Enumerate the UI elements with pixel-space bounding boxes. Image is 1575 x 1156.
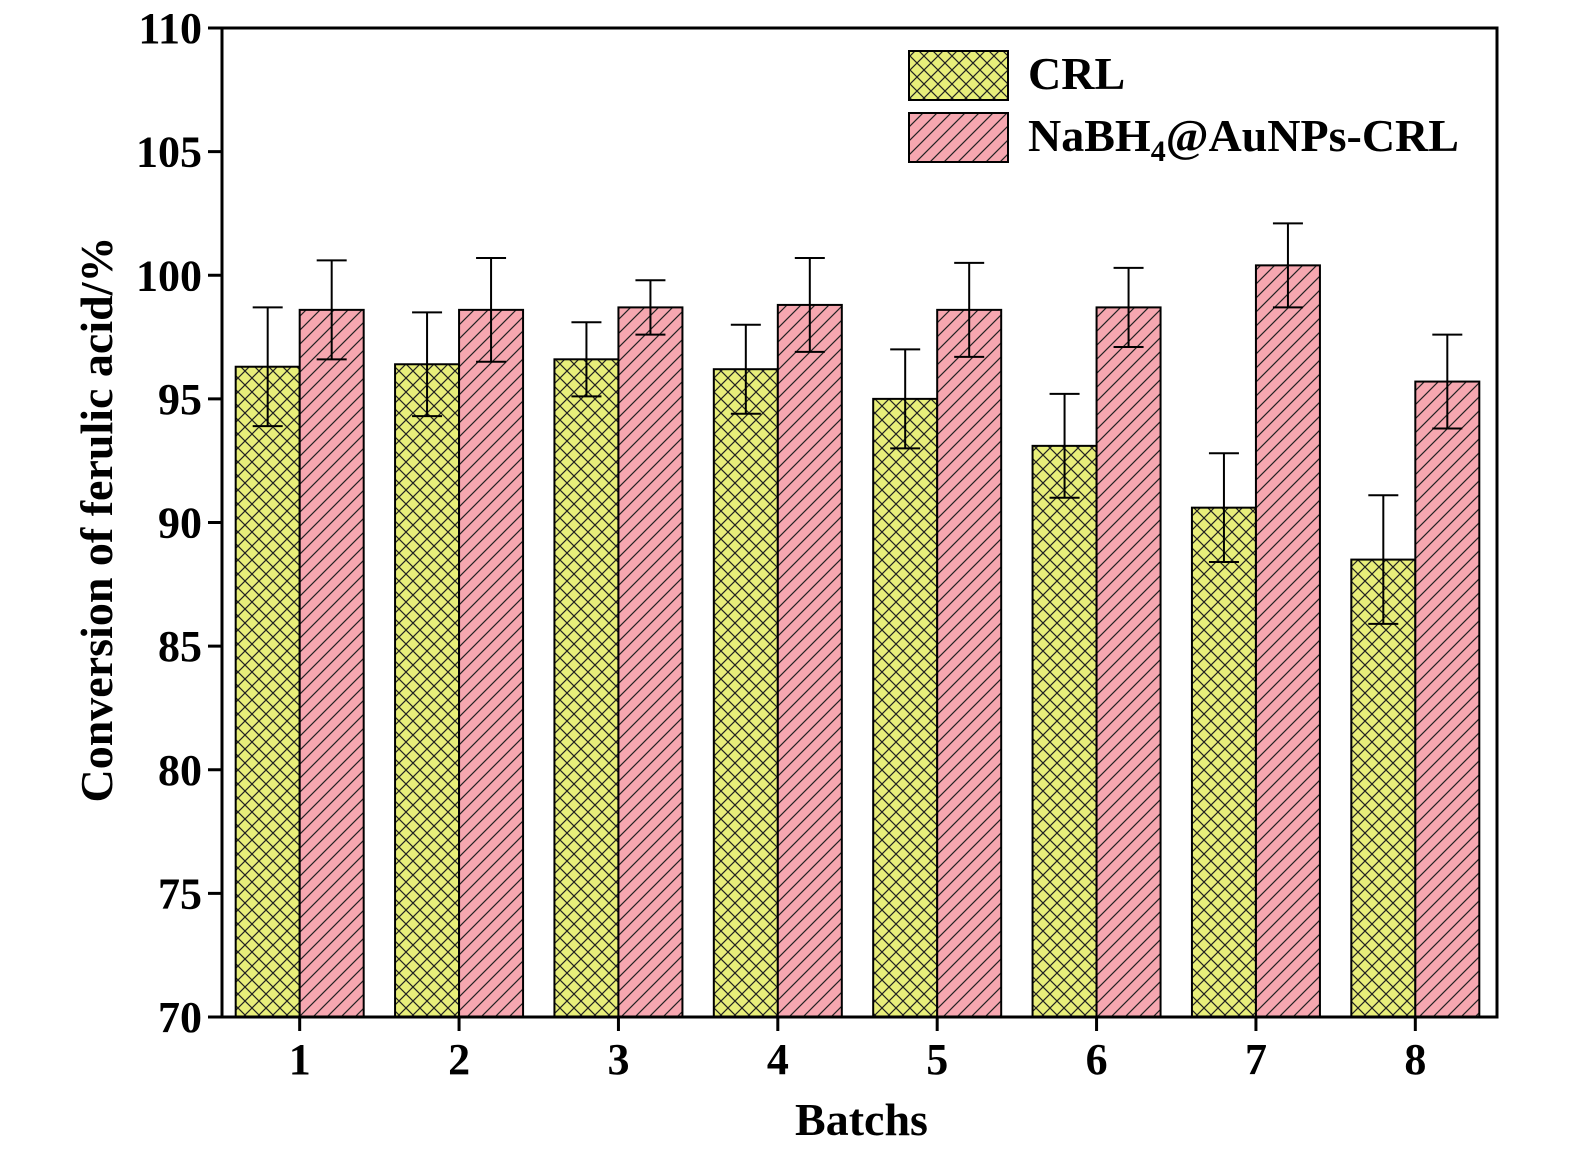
bar-nabh4-2: [458, 308, 525, 1018]
errorbars-layer: [252, 222, 1463, 625]
y-axis-title: Conversion of ferulic acid/%: [71, 237, 122, 803]
x-tick-label-6: 6: [1086, 1035, 1108, 1084]
bar-crl-1: [234, 365, 301, 1019]
y-tick-label-70: 70: [158, 993, 202, 1042]
x-axis-title: Batchs: [795, 1094, 928, 1145]
y-tick-label-75: 75: [158, 869, 202, 918]
y-tick-label-80: 80: [158, 746, 202, 795]
bar-crl-8: [1350, 558, 1417, 1019]
legend: CRL NaBH4@AuNPs-CRL: [908, 48, 1459, 168]
bar-crl-2: [394, 363, 461, 1018]
x-axis: 1 2 3 4 5 6 7 8: [289, 1017, 1426, 1084]
y-tick-label-105: 105: [136, 128, 202, 177]
bar-crl-3: [553, 358, 620, 1018]
bar-crl-4: [712, 368, 779, 1018]
bar-nabh4-7: [1254, 264, 1321, 1018]
y-tick-label-110: 110: [138, 4, 202, 53]
bars-layer: [234, 264, 1481, 1019]
bar-crl-7: [1190, 506, 1257, 1018]
bar-nabh4-8: [1414, 380, 1481, 1018]
x-tick-label-8: 8: [1404, 1035, 1426, 1084]
legend-label-nabh4: NaBH4@AuNPs-CRL: [1028, 110, 1459, 168]
y-tick-label-85: 85: [158, 622, 202, 671]
legend-swatch-crl: [908, 50, 1009, 101]
y-tick-label-100: 100: [136, 251, 202, 300]
y-tick-label-90: 90: [158, 499, 202, 548]
bar-nabh4-3: [617, 306, 684, 1018]
y-tick-label-95: 95: [158, 375, 202, 424]
x-tick-label-1: 1: [289, 1035, 311, 1084]
x-tick-label-5: 5: [926, 1035, 948, 1084]
legend-swatch-nabh4: [908, 112, 1009, 163]
legend-label-crl: CRL: [1028, 48, 1125, 99]
x-tick-label-7: 7: [1245, 1035, 1267, 1084]
bar-nabh4-5: [936, 308, 1003, 1018]
bar-crl-5: [872, 397, 939, 1018]
bar-nabh4-6: [1095, 306, 1162, 1018]
bar-nabh4-4: [776, 303, 843, 1019]
x-tick-label-2: 2: [448, 1035, 470, 1084]
bar-crl-6: [1031, 444, 1098, 1019]
x-tick-label-3: 3: [607, 1035, 629, 1084]
x-tick-label-4: 4: [767, 1035, 789, 1084]
y-axis: 70 75 80 85 90 95 100 105 110: [136, 4, 222, 1042]
bar-nabh4-1: [298, 308, 365, 1018]
